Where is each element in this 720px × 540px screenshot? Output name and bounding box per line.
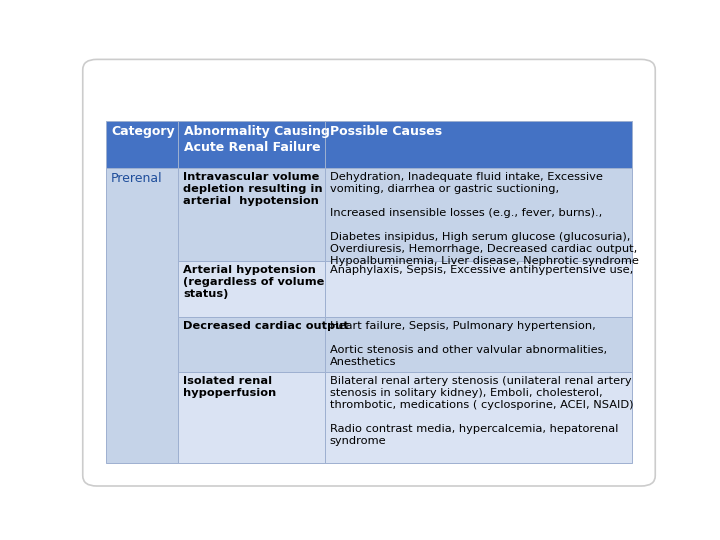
Text: Prerenal: Prerenal	[111, 172, 162, 185]
Text: Decreased cardiac output: Decreased cardiac output	[184, 321, 349, 331]
Text: Dehydration, Inadequate fluid intake, Excessive
vomiting, diarrhea or gastric su: Dehydration, Inadequate fluid intake, Ex…	[330, 172, 639, 266]
Text: Heart failure, Sepsis, Pulmonary hypertension,

Aortic stenosis and other valvul: Heart failure, Sepsis, Pulmonary hyperte…	[330, 321, 607, 367]
Bar	[325, 372, 632, 463]
Text: Possible Causes: Possible Causes	[330, 125, 443, 138]
Bar	[179, 317, 325, 372]
Text: Category: Category	[111, 125, 175, 138]
Text: Isolated renal
hypoperfusion: Isolated renal hypoperfusion	[184, 376, 276, 398]
Bar	[179, 372, 325, 463]
Bar	[106, 121, 179, 168]
FancyBboxPatch shape	[83, 59, 655, 486]
Text: Abnormality Causing
Acute Renal Failure: Abnormality Causing Acute Renal Failure	[184, 125, 330, 153]
Text: Bilateral renal artery stenosis (unilateral renal artery
stenosis in solitary ki: Bilateral renal artery stenosis (unilate…	[330, 376, 634, 446]
Text: Intravascular volume
depletion resulting in
arterial  hypotension: Intravascular volume depletion resulting…	[184, 172, 323, 206]
Bar	[179, 121, 325, 168]
Bar	[325, 121, 632, 168]
Bar	[106, 168, 179, 463]
Bar	[325, 168, 632, 261]
Bar	[325, 261, 632, 317]
Bar	[179, 261, 325, 317]
Text: Anaphylaxis, Sepsis, Excessive antihypertensive use,: Anaphylaxis, Sepsis, Excessive antihyper…	[330, 265, 633, 275]
Text: Arterial hypotension
(regardless of volume
status): Arterial hypotension (regardless of volu…	[184, 265, 325, 299]
Bar	[325, 317, 632, 372]
Bar	[179, 168, 325, 261]
